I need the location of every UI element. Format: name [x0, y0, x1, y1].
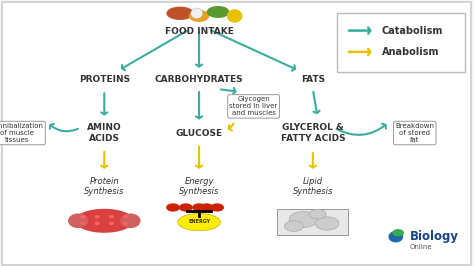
Ellipse shape [393, 230, 403, 236]
Circle shape [284, 221, 303, 231]
Text: Lipid
Synthesis: Lipid Synthesis [292, 177, 333, 196]
Ellipse shape [228, 10, 242, 22]
Text: Protein
Synthesis: Protein Synthesis [84, 177, 125, 196]
Text: CARBOHYDRATES: CARBOHYDRATES [155, 75, 243, 84]
Ellipse shape [81, 216, 85, 218]
Text: ENERGY: ENERGY [188, 219, 210, 224]
Ellipse shape [95, 222, 99, 225]
Circle shape [289, 211, 318, 227]
Text: Energy
Synthesis: Energy Synthesis [179, 177, 219, 196]
Ellipse shape [95, 216, 99, 218]
Circle shape [167, 204, 179, 211]
Ellipse shape [124, 216, 128, 218]
Circle shape [201, 204, 213, 211]
Ellipse shape [109, 216, 113, 218]
Text: Catabolism: Catabolism [382, 26, 443, 36]
Ellipse shape [191, 8, 202, 19]
Text: GLYCEROL &
FATTY ACIDS: GLYCEROL & FATTY ACIDS [281, 123, 345, 143]
Ellipse shape [124, 222, 128, 225]
Text: Anabolism: Anabolism [382, 47, 439, 57]
Text: Breakdown
of stored
fat: Breakdown of stored fat [395, 123, 434, 143]
Circle shape [193, 204, 205, 211]
Ellipse shape [207, 7, 228, 17]
Text: Online: Online [410, 244, 433, 250]
Text: FATS: FATS [301, 75, 325, 84]
Ellipse shape [81, 222, 85, 225]
FancyBboxPatch shape [2, 2, 471, 265]
Ellipse shape [178, 213, 220, 231]
Text: Cannibalization
of muscle
tissues: Cannibalization of muscle tissues [0, 123, 44, 143]
Ellipse shape [389, 232, 402, 242]
Ellipse shape [167, 7, 193, 19]
Text: FOOD INTAKE: FOOD INTAKE [164, 27, 234, 36]
Text: Glycogen
stored in liver
and muscles: Glycogen stored in liver and muscles [229, 96, 278, 117]
Circle shape [315, 217, 339, 230]
Text: GLUCOSE: GLUCOSE [175, 128, 223, 138]
Circle shape [180, 204, 192, 211]
Ellipse shape [121, 214, 140, 227]
Text: AMINO
ACIDS: AMINO ACIDS [87, 123, 122, 143]
Circle shape [211, 204, 223, 211]
FancyBboxPatch shape [277, 209, 348, 235]
Circle shape [309, 209, 326, 219]
FancyBboxPatch shape [337, 13, 465, 72]
Ellipse shape [76, 210, 133, 232]
Ellipse shape [69, 214, 88, 227]
Ellipse shape [190, 11, 209, 21]
Ellipse shape [109, 222, 113, 225]
Text: Biology: Biology [410, 230, 459, 243]
Text: PROTEINS: PROTEINS [79, 75, 130, 84]
